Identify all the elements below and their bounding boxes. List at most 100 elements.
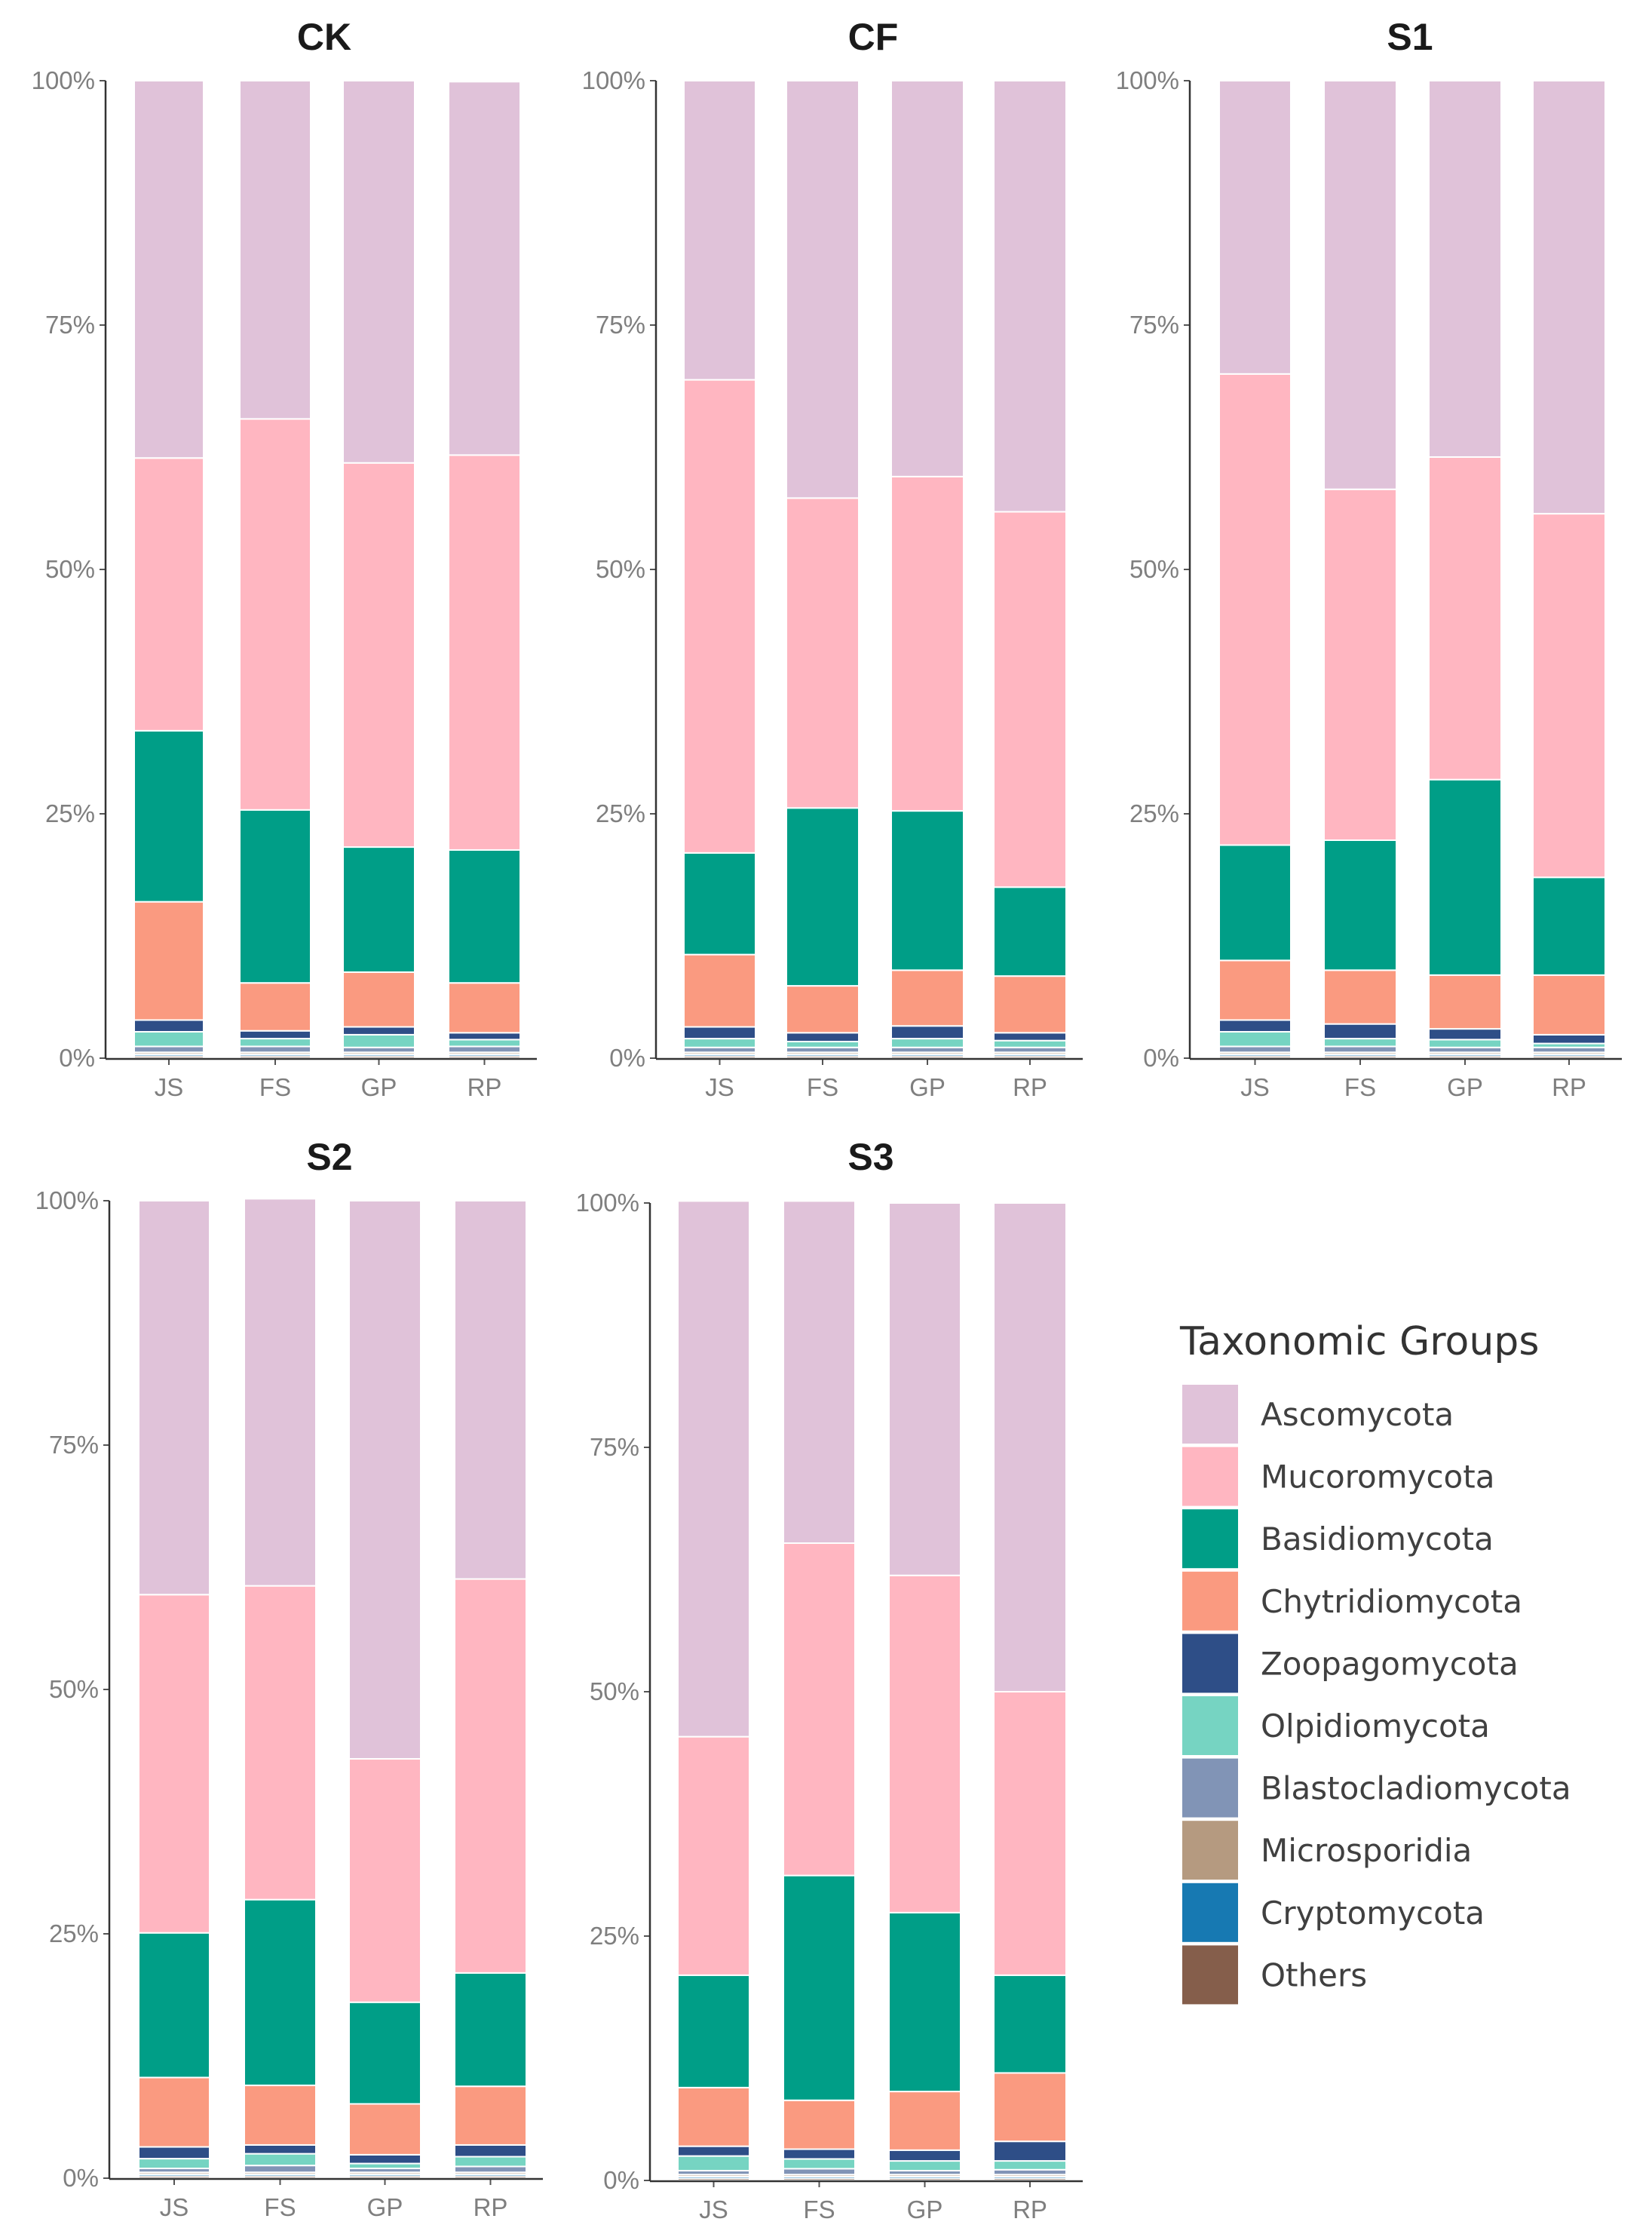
y-tick-label: 75% bbox=[1129, 311, 1179, 339]
bar-rp bbox=[448, 81, 521, 1059]
bar-segment-olpidiomycota bbox=[888, 2160, 961, 2172]
bar-segment-zoopagomycota bbox=[1218, 1019, 1292, 1033]
bar-segment-zoopagomycota bbox=[1428, 1028, 1502, 1041]
bar-segment-ascomycota bbox=[888, 1202, 961, 1576]
y-tick-label: 50% bbox=[49, 1675, 99, 1703]
bar-segment-ascomycota bbox=[133, 80, 204, 459]
bar-segment-chytridiomycota bbox=[1532, 974, 1606, 1036]
bar-segment-olpidiomycota bbox=[786, 1040, 860, 1048]
bar-segment-blastocladiomycota bbox=[783, 2168, 856, 2176]
legend-swatch bbox=[1182, 1385, 1238, 1444]
x-tick-label: FS bbox=[1344, 1073, 1376, 1101]
y-tick-label: 0% bbox=[603, 2166, 639, 2194]
bar-segment-basidiomycota bbox=[1218, 844, 1292, 962]
bar-segment-ascomycota bbox=[138, 1200, 210, 1596]
bar-segment-olpidiomycota bbox=[1428, 1039, 1502, 1048]
bar-segment-olpidiomycota bbox=[890, 1038, 964, 1048]
bar-js bbox=[1218, 80, 1292, 1059]
bar-segment-chytridiomycota bbox=[239, 982, 311, 1032]
legend-item-basidiomycota: Basidiomycota bbox=[1182, 1509, 1494, 1569]
y-tick-label: 50% bbox=[1129, 555, 1179, 583]
bar-segment-mucoromycota bbox=[783, 1542, 856, 1876]
legend-label: Olpidiomycota bbox=[1261, 1708, 1490, 1745]
bar-segment-zoopagomycota bbox=[993, 1032, 1067, 1042]
legend-label: Ascomycota bbox=[1261, 1396, 1454, 1433]
panel-title: S3 bbox=[847, 1136, 893, 1178]
bar-fs bbox=[1323, 80, 1397, 1059]
bar-segment-zoopagomycota bbox=[448, 1032, 521, 1041]
bar-segment-olpidiomycota bbox=[454, 2156, 527, 2168]
legend-swatch bbox=[1182, 1509, 1238, 1569]
bar-segment-basidiomycota bbox=[783, 1874, 856, 2101]
bar-segment-zoopagomycota bbox=[244, 2143, 317, 2155]
x-tick-label: GP bbox=[367, 2193, 403, 2221]
x-tick-label: JS bbox=[699, 2196, 728, 2223]
bar-fs bbox=[786, 80, 860, 1059]
legend-item-mucoromycota: Mucoromycota bbox=[1182, 1447, 1494, 1506]
bar-segment-olpidiomycota bbox=[138, 2158, 210, 2170]
bar-segment-mucoromycota bbox=[677, 1735, 750, 1976]
bar-segment-olpidiomycota bbox=[342, 1033, 415, 1048]
bar-segment-basidiomycota bbox=[454, 1972, 527, 2088]
bar-segment-olpidiomycota bbox=[993, 1039, 1067, 1048]
bar-gp bbox=[890, 80, 964, 1059]
bar-segment-basidiomycota bbox=[993, 886, 1067, 977]
bar-segment-zoopagomycota bbox=[1323, 1023, 1397, 1040]
bar-segment-zoopagomycota bbox=[342, 1026, 415, 1036]
legend-item-chytridiomycota: Chytridiomycota bbox=[1182, 1571, 1522, 1631]
bar-segment-chytridiomycota bbox=[448, 982, 521, 1034]
bar-segment-basidiomycota bbox=[138, 1932, 210, 2079]
bar-js bbox=[133, 80, 204, 1059]
bar-segment-blastocladiomycota bbox=[244, 2165, 317, 2174]
bar-segment-zoopagomycota bbox=[348, 2153, 421, 2165]
bar-js bbox=[683, 80, 756, 1059]
bar-segment-mucoromycota bbox=[1532, 513, 1606, 879]
bar-segment-ascomycota bbox=[993, 80, 1067, 513]
bar-segment-blastocladiomycota bbox=[239, 1045, 311, 1054]
y-tick-label: 25% bbox=[590, 1922, 639, 1950]
legend: Taxonomic Groups Ascomycota Mucoromycota B… bbox=[1179, 1319, 1571, 2005]
x-tick-label: GP bbox=[361, 1073, 397, 1101]
x-tick-label: RP bbox=[1552, 1073, 1586, 1101]
panel-title: CK bbox=[297, 16, 351, 58]
legend-item-cryptomycota: Cryptomycota bbox=[1182, 1883, 1485, 1942]
y-tick-label: 25% bbox=[1129, 799, 1179, 827]
bar-segment-basidiomycota bbox=[133, 729, 204, 903]
bar-segment-ascomycota bbox=[1218, 80, 1292, 375]
y-tick-label: 0% bbox=[1143, 1044, 1179, 1072]
x-tick-label: FS bbox=[807, 1073, 838, 1101]
bar-segment-chytridiomycota bbox=[138, 2076, 210, 2148]
bar-fs bbox=[783, 1200, 856, 2181]
bar-segment-ascomycota bbox=[342, 80, 415, 464]
bar-gp bbox=[342, 80, 415, 1059]
panel-s3: S3 0% 25% 50% 75% 100% JS FS GP RP bbox=[576, 1136, 1083, 2223]
x-tick-label: RP bbox=[1013, 2196, 1047, 2223]
panel-s2: S2 0% 25% 50% 75% 100% JS FS GP RP bbox=[35, 1136, 543, 2221]
bar-segment-zoopagomycota bbox=[890, 1025, 964, 1040]
panel-title: S2 bbox=[306, 1136, 352, 1178]
bar-segment-ascomycota bbox=[677, 1200, 750, 1738]
bar-segment-olpidiomycota bbox=[783, 2158, 856, 2170]
legend-swatch bbox=[1182, 1634, 1238, 1693]
bar-segment-basidiomycota bbox=[342, 846, 415, 973]
bar-segment-chytridiomycota bbox=[677, 2086, 750, 2147]
bar-segment-ascomycota bbox=[448, 81, 521, 456]
bar-segment-ascomycota bbox=[1428, 80, 1502, 458]
bar-segment-chytridiomycota bbox=[1218, 959, 1292, 1021]
y-tick-label: 25% bbox=[596, 799, 645, 827]
legend-item-blastocladiomycota: Blastocladiomycota bbox=[1182, 1758, 1571, 1818]
bar-segment-basidiomycota bbox=[888, 1911, 961, 2093]
y-tick-label: 100% bbox=[32, 66, 95, 94]
bar-segment-ascomycota bbox=[683, 80, 756, 381]
bar-segment-chytridiomycota bbox=[348, 2103, 421, 2156]
bar-segment-ascomycota bbox=[239, 80, 311, 420]
y-tick-label: 50% bbox=[45, 555, 95, 583]
panel-title: S1 bbox=[1387, 16, 1433, 58]
bar-segment-chytridiomycota bbox=[244, 2084, 317, 2146]
y-tick-label: 0% bbox=[63, 2164, 99, 2192]
bar-rp bbox=[454, 1200, 527, 2179]
y-tick-label: 75% bbox=[596, 311, 645, 339]
bar-segment-basidiomycota bbox=[683, 852, 756, 956]
bar-segment-ascomycota bbox=[993, 1202, 1067, 1692]
